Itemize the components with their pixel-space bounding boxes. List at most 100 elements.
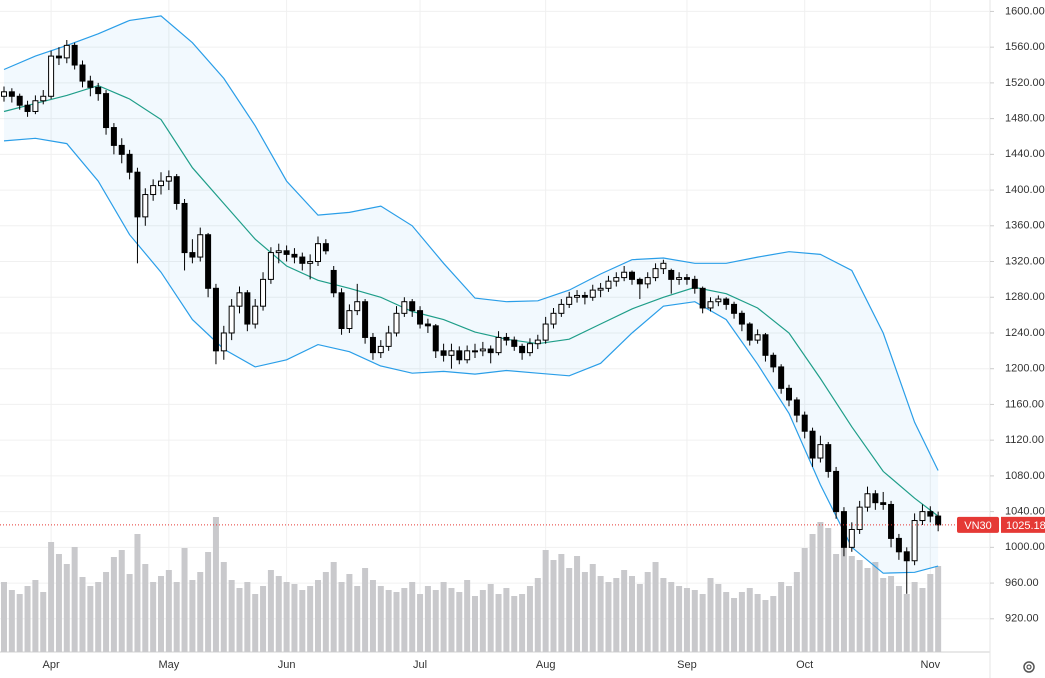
volume-bar bbox=[236, 588, 243, 652]
volume-bar bbox=[558, 554, 565, 652]
candle-body bbox=[833, 470, 840, 513]
price-tag bbox=[1001, 516, 1045, 533]
candle-body bbox=[660, 262, 667, 270]
candle-body bbox=[519, 345, 526, 354]
candle-body bbox=[165, 176, 172, 182]
volume-bar bbox=[385, 590, 392, 652]
candles bbox=[1, 40, 942, 594]
volume-bar bbox=[142, 564, 149, 652]
candle-body bbox=[134, 171, 141, 218]
volume-bar bbox=[715, 584, 722, 652]
candle-body bbox=[362, 301, 369, 338]
candle-body bbox=[322, 243, 329, 252]
symbol-tag bbox=[957, 516, 999, 533]
candle-body bbox=[542, 323, 549, 341]
candle-body bbox=[126, 153, 133, 173]
volume-bar bbox=[16, 594, 23, 652]
volume-bar bbox=[880, 578, 887, 652]
x-tick-label: Oct bbox=[796, 659, 813, 671]
candle-body bbox=[935, 515, 942, 526]
candle-body bbox=[377, 345, 384, 354]
band-middle bbox=[3, 84, 939, 517]
volume-bar bbox=[629, 576, 635, 652]
y-tick-label: 920.00 bbox=[1005, 613, 1039, 625]
volume-bar bbox=[126, 574, 133, 652]
candle-body bbox=[911, 520, 918, 562]
candle-body bbox=[369, 336, 376, 354]
candle-body bbox=[417, 310, 424, 325]
volume-bar bbox=[479, 590, 486, 652]
symbol-label: VN30 bbox=[964, 520, 992, 532]
volume-bar bbox=[48, 542, 55, 652]
volume-bar bbox=[63, 564, 70, 652]
volume-bar bbox=[636, 584, 643, 652]
candle-body bbox=[738, 312, 745, 325]
volume-bar bbox=[197, 572, 204, 652]
volume-bar bbox=[644, 572, 651, 652]
volume-bar bbox=[754, 594, 761, 652]
volume-bar bbox=[417, 594, 424, 652]
candle-body bbox=[550, 312, 557, 325]
candle-body bbox=[589, 289, 596, 298]
volume-bar bbox=[872, 562, 879, 652]
volume-bar bbox=[464, 580, 471, 652]
volume-bar bbox=[87, 586, 94, 652]
volume-bar bbox=[165, 570, 172, 652]
candle-body bbox=[801, 414, 808, 432]
volume-bar bbox=[103, 572, 110, 652]
candle-body bbox=[354, 301, 361, 312]
candle-body bbox=[110, 127, 117, 146]
candle-body bbox=[291, 253, 298, 258]
volume-bar bbox=[746, 588, 753, 652]
candle-body bbox=[440, 350, 447, 356]
candle-body bbox=[676, 277, 683, 280]
settings-icon[interactable] bbox=[1023, 661, 1035, 673]
x-tick-label: May bbox=[158, 659, 179, 671]
volume-bar bbox=[275, 576, 282, 652]
candle-body bbox=[754, 334, 761, 341]
candle-body bbox=[487, 348, 494, 354]
volume-bar bbox=[32, 580, 39, 652]
volume-bar bbox=[110, 557, 117, 652]
volume-bar bbox=[79, 577, 86, 652]
candle-body bbox=[32, 100, 39, 112]
volume-bar bbox=[173, 582, 180, 652]
volume-bar bbox=[440, 582, 447, 652]
y-tick-label: 960.00 bbox=[1005, 577, 1039, 589]
volume-bar bbox=[495, 594, 502, 652]
candle-body bbox=[691, 278, 698, 289]
candle-body bbox=[315, 243, 321, 263]
candle-body bbox=[220, 332, 227, 352]
volume-bar bbox=[150, 582, 157, 652]
volume-bar bbox=[738, 592, 745, 652]
candle-body bbox=[526, 343, 533, 354]
candle-body bbox=[848, 528, 855, 548]
candle-body bbox=[283, 250, 290, 255]
volume-bar bbox=[793, 572, 800, 652]
volume-bar bbox=[432, 590, 439, 652]
y-tick-label: 1040.00 bbox=[1005, 506, 1045, 518]
candle-body bbox=[95, 86, 102, 95]
volume-bar bbox=[581, 572, 588, 652]
candle-body bbox=[723, 298, 730, 305]
volume-bar bbox=[393, 592, 400, 652]
x-tick-label: Sep bbox=[677, 659, 697, 671]
volume-bar bbox=[377, 586, 384, 652]
candle-body bbox=[338, 292, 345, 330]
volume-bar bbox=[566, 568, 573, 652]
candle-body bbox=[534, 339, 541, 345]
candle-body bbox=[864, 493, 871, 508]
candle-body bbox=[825, 444, 832, 472]
volume-bar bbox=[911, 582, 918, 652]
candle-body bbox=[448, 350, 455, 356]
volume-bar bbox=[299, 590, 306, 652]
candle-body bbox=[888, 503, 895, 539]
candle-body bbox=[189, 252, 196, 258]
candle-body bbox=[173, 176, 180, 204]
candle-body bbox=[212, 287, 219, 352]
volume-bar bbox=[597, 576, 604, 652]
volume-bar bbox=[574, 556, 581, 652]
volume-bar bbox=[778, 582, 785, 652]
candle-body bbox=[793, 399, 800, 416]
candle-body bbox=[8, 91, 15, 97]
